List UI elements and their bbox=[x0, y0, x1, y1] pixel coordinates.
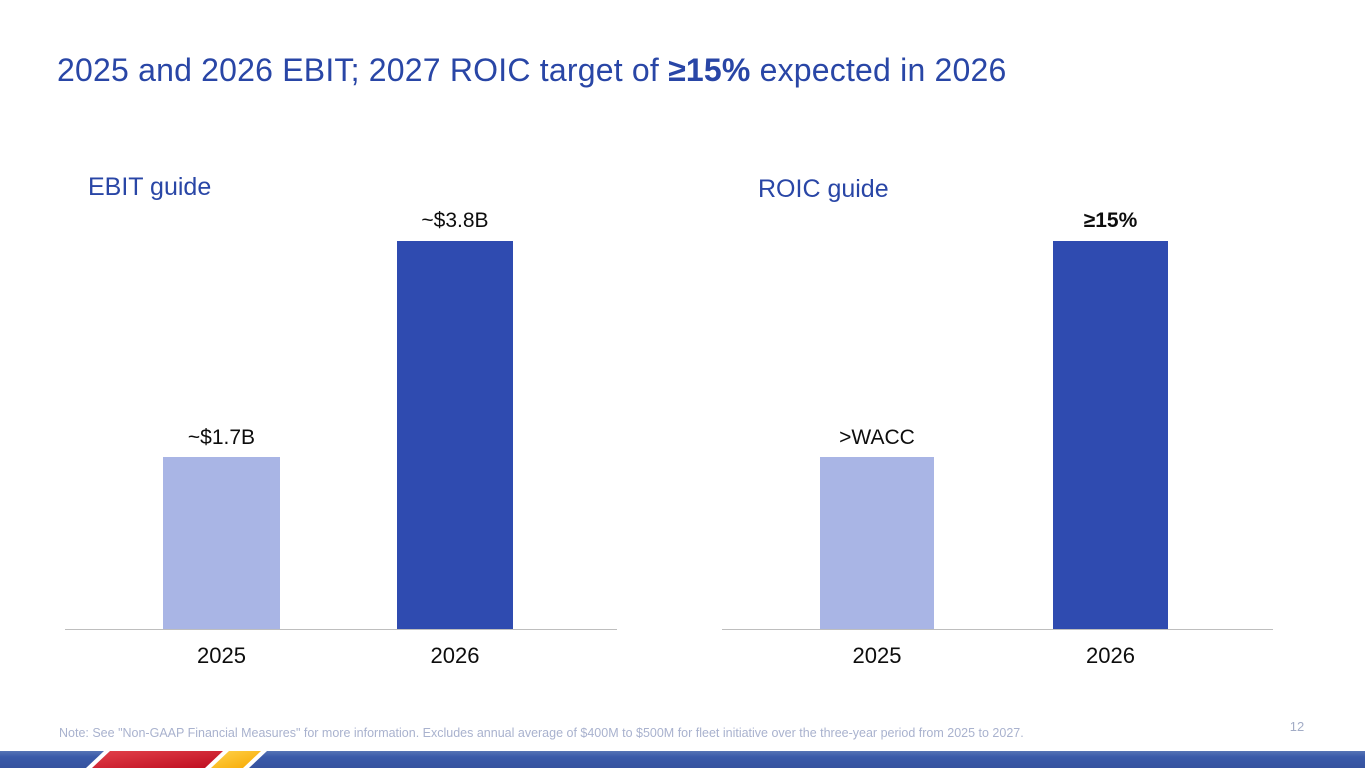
stripe-blue-left bbox=[0, 751, 104, 768]
roic-2026-bar bbox=[1053, 241, 1168, 629]
ebit-2025-category-label: 2025 bbox=[197, 643, 246, 668]
ebit-2026-category-label: 2026 bbox=[430, 643, 480, 668]
ebit-2026-bar bbox=[397, 241, 513, 629]
ebit-2025-bar bbox=[163, 457, 280, 629]
brand-stripe-footer bbox=[0, 751, 1365, 768]
slide-title-pre: 2025 and 2026 EBIT; 2027 ROIC target of bbox=[57, 52, 669, 88]
slide-title-post: expected in 2026 bbox=[750, 52, 1007, 88]
roic-2025-bar bbox=[820, 457, 934, 629]
slide-title-bold: ≥15% bbox=[668, 52, 751, 88]
page-number: 12 bbox=[1289, 719, 1305, 734]
ebit-x-axis-line bbox=[65, 629, 617, 630]
brand-stripe-graphic bbox=[0, 751, 1365, 768]
stripe-blue-right bbox=[249, 751, 1365, 768]
roic-2025-category-label: 2025 bbox=[852, 643, 902, 668]
roic-2025-value-label: >WACC bbox=[839, 426, 915, 449]
stripe-yellow bbox=[211, 751, 261, 768]
slide-title: 2025 and 2026 EBIT; 2027 ROIC target of … bbox=[57, 52, 1007, 89]
ebit-2026-value-label: ~$3.8B bbox=[421, 209, 489, 232]
roic-chart-title: ROIC guide bbox=[758, 175, 889, 203]
stripe-red bbox=[92, 751, 223, 768]
footnote: Note: See "Non-GAAP Financial Measures" … bbox=[59, 726, 1024, 740]
roic-x-axis-line bbox=[722, 629, 1273, 630]
roic-2026-category-label: 2026 bbox=[1086, 643, 1135, 668]
roic-2026-value-label: ≥15% bbox=[1083, 209, 1138, 232]
ebit-chart-title: EBIT guide bbox=[88, 173, 212, 201]
ebit-2025-value-label: ~$1.7B bbox=[187, 426, 256, 449]
